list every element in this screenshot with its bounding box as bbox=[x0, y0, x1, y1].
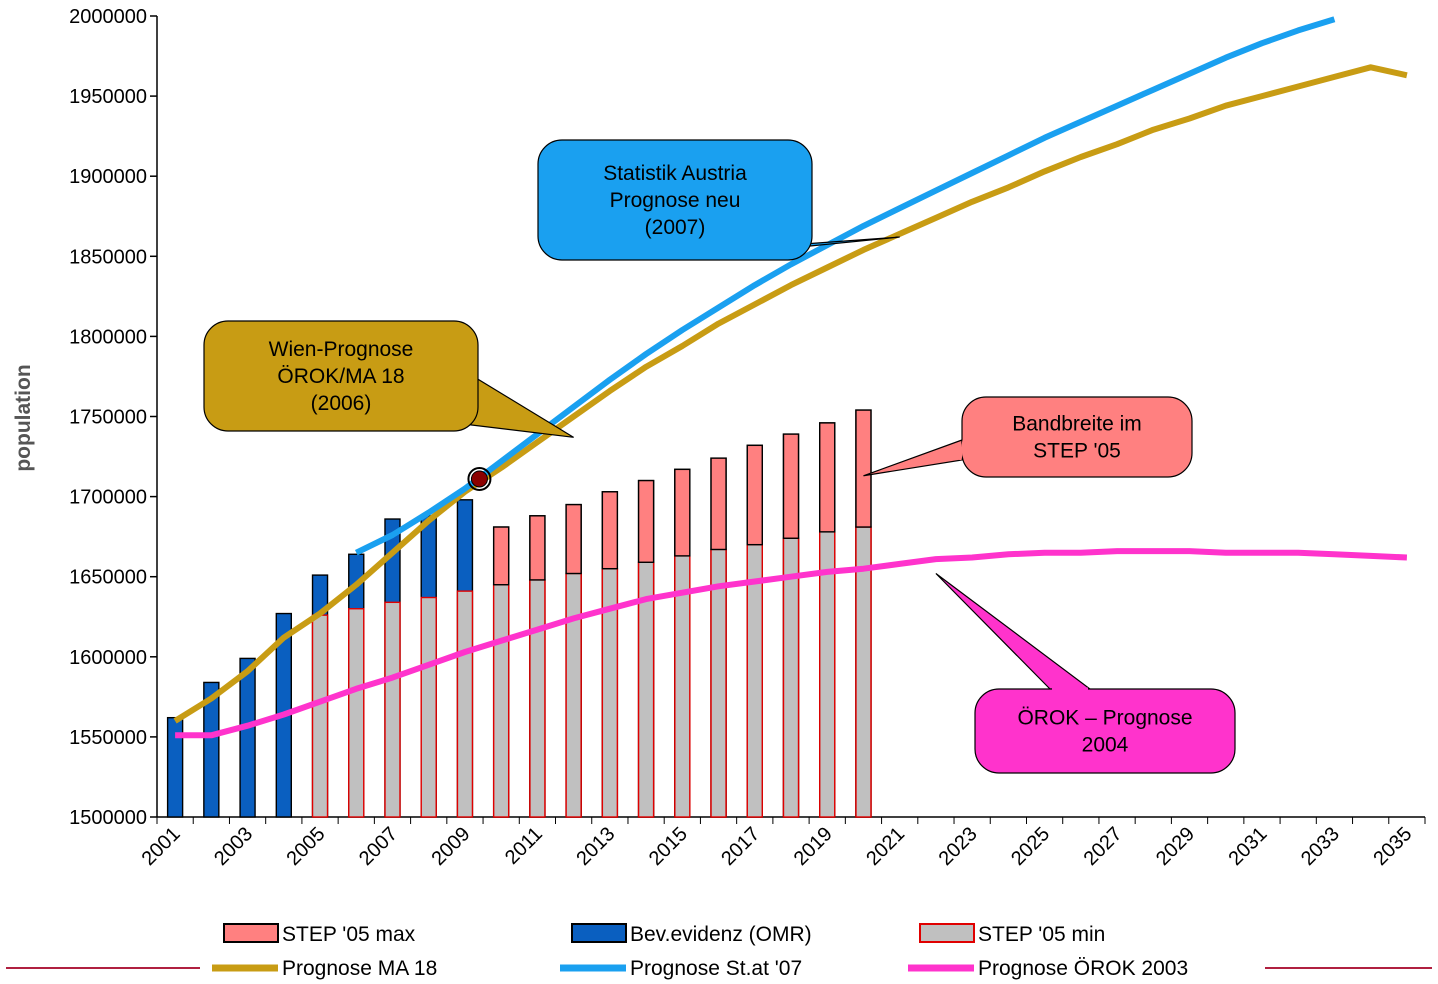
y-tick-label: 1750000 bbox=[69, 407, 147, 429]
legend-swatch bbox=[571, 923, 627, 943]
y-tick-label: 1850000 bbox=[69, 246, 147, 268]
callout-seam bbox=[430, 376, 476, 422]
bar bbox=[492, 526, 510, 586]
x-tick-label: 2033 bbox=[1297, 823, 1344, 870]
callout-pointer bbox=[935, 573, 1092, 690]
bar bbox=[456, 590, 474, 818]
callout-label: (2006) bbox=[311, 392, 372, 415]
callout-box bbox=[961, 396, 1193, 478]
y-tick-label: 1500000 bbox=[69, 807, 147, 829]
lines-layer bbox=[173, 16, 1408, 739]
y-tick-label: 2000000 bbox=[69, 6, 147, 28]
bar bbox=[239, 657, 256, 818]
highlight-marker bbox=[470, 470, 488, 488]
callout-box bbox=[537, 139, 813, 261]
x-tick-label: 2027 bbox=[1080, 823, 1127, 870]
x-tick-label: 2009 bbox=[427, 823, 474, 870]
x-tick-label: 2019 bbox=[790, 823, 837, 870]
legend-swatch bbox=[919, 923, 975, 943]
callout-label: ÖROK – Prognose bbox=[1017, 707, 1192, 730]
bar bbox=[710, 457, 727, 551]
legend-label: Prognose MA 18 bbox=[282, 957, 437, 980]
legend-label: Bev.evidenz (OMR) bbox=[630, 923, 812, 946]
bar bbox=[565, 503, 582, 575]
highlight-marker-ring bbox=[467, 466, 492, 491]
legend-label: STEP '05 min bbox=[978, 923, 1105, 946]
x-tick-label: 2011 bbox=[501, 823, 547, 869]
bar bbox=[529, 579, 546, 818]
x-tick-label: 2013 bbox=[572, 823, 619, 870]
series-line bbox=[354, 16, 1336, 556]
bar bbox=[819, 422, 836, 533]
y-axis-title: population bbox=[12, 364, 35, 471]
series-line bbox=[173, 64, 1408, 724]
x-tick-label: 2031 bbox=[1224, 823, 1271, 870]
callout-box bbox=[203, 320, 479, 432]
bars-layer bbox=[166, 409, 872, 818]
callout-label: Bandbreite im bbox=[1012, 413, 1142, 436]
y-tick-label: 1950000 bbox=[69, 86, 147, 108]
legend-label: Prognose ÖROK 2003 bbox=[978, 957, 1188, 980]
x-tick-label: 2023 bbox=[935, 823, 982, 870]
callouts-layer: Statistik Austria Prognose neu (2007) Wien-… bbox=[203, 139, 1236, 774]
x-tick-label: 2015 bbox=[645, 823, 692, 870]
y-tick-label: 1550000 bbox=[69, 727, 147, 749]
callout-seam bbox=[958, 439, 966, 461]
bar bbox=[311, 614, 329, 818]
callout-label: Statistik Austria bbox=[603, 162, 747, 185]
x-tick-label: 2035 bbox=[1369, 823, 1416, 870]
callout-label: 2004 bbox=[1082, 734, 1129, 757]
bar bbox=[855, 409, 872, 528]
callout-label: ÖROK/MA 18 bbox=[277, 365, 404, 388]
legend-swatch bbox=[223, 923, 279, 943]
x-tick-label: 2003 bbox=[210, 823, 257, 870]
bar bbox=[492, 584, 510, 818]
bar bbox=[601, 491, 619, 570]
bar bbox=[565, 572, 582, 818]
x-tick-label: 2021 bbox=[862, 823, 909, 870]
bar bbox=[348, 608, 365, 818]
bar bbox=[637, 479, 655, 563]
callout-pointer bbox=[863, 439, 963, 477]
legend: STEP '05 max Bev.evidenz (OMR) STEP '05 mi… bbox=[6, 923, 1432, 980]
callout-label: STEP '05 bbox=[1033, 440, 1121, 463]
x-tick-label: 2007 bbox=[355, 823, 402, 870]
legend-label: Prognose St.at '07 bbox=[630, 957, 802, 980]
bar bbox=[420, 596, 437, 818]
y-tick-label: 1700000 bbox=[69, 487, 147, 509]
x-tick-label: 2017 bbox=[717, 823, 764, 870]
legend-label: STEP '05 max bbox=[282, 923, 416, 946]
x-tick-label: 2005 bbox=[283, 823, 330, 870]
callout-label: Prognose neu bbox=[610, 189, 741, 212]
bar bbox=[746, 444, 763, 546]
y-tick-label: 1600000 bbox=[69, 647, 147, 669]
y-tick-label: 1800000 bbox=[69, 326, 147, 348]
bar bbox=[782, 433, 800, 539]
bar bbox=[746, 543, 763, 818]
bar bbox=[203, 681, 220, 818]
x-tick-label: 2025 bbox=[1007, 823, 1054, 870]
y-tick-label: 1900000 bbox=[69, 166, 147, 188]
x-tick-label: 2001 bbox=[138, 823, 185, 870]
bar bbox=[674, 468, 691, 557]
series-line bbox=[175, 548, 1408, 739]
callout-label: Wien-Prognose bbox=[269, 338, 414, 361]
callout-label: (2007) bbox=[645, 216, 706, 239]
bar bbox=[529, 515, 546, 581]
y-tick-label: 1650000 bbox=[69, 567, 147, 589]
callout-box bbox=[974, 688, 1236, 774]
bar bbox=[384, 601, 401, 818]
x-tick-label: 2029 bbox=[1152, 823, 1199, 870]
